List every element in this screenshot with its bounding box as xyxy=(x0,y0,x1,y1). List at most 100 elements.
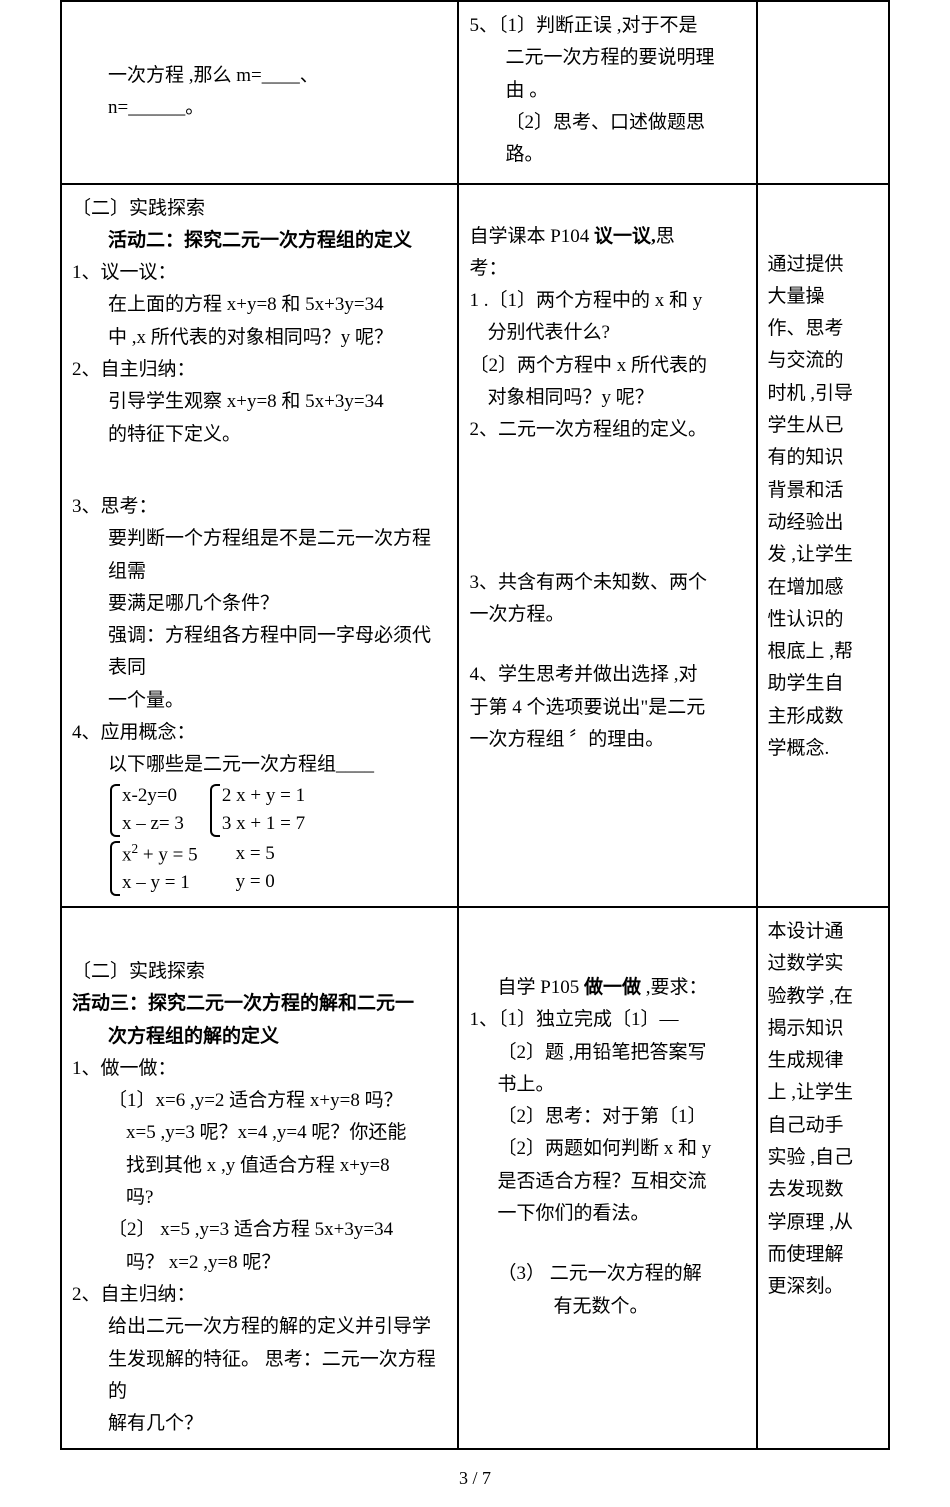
text: 吗？ x=2 ,y=8 呢？ xyxy=(72,1247,447,1279)
equation: x = 5 xyxy=(236,840,275,869)
text: 〔2〕两题如何判断 x 和 y xyxy=(469,1133,745,1165)
text: 分别代表什么? xyxy=(469,317,745,349)
cell-r2-mid: 自学课本 P104 议一议,思 考： 1 .〔1〕两个方程中的 x 和 y 分别… xyxy=(458,184,756,907)
text: 有无数个。 xyxy=(469,1291,745,1323)
text: 吗? xyxy=(72,1182,447,1214)
text: 一次方程组 〞的理由。 xyxy=(469,724,745,756)
cell-r3-mid: 自学 P105 做一做 ,要求： 1、〔1〕独立完成〔1〕— 〔2〕题 ,用铅笔… xyxy=(458,907,756,1449)
cell-r1-right xyxy=(757,1,889,184)
cell-r2-left: 〔二〕实践探索 活动二：探究二元一次方程组的定义 1、议一议： 在上面的方程 x… xyxy=(61,184,458,907)
text: 是否适合方程？互相交流 xyxy=(469,1166,745,1198)
text: 路。 xyxy=(469,139,745,171)
text: 大量操 xyxy=(768,281,878,313)
heading: 次方程组的解的定义 xyxy=(72,1021,447,1053)
text: 〔二〕实践探索 xyxy=(72,193,447,225)
text: 于第 4 个选项要说出"是二元 xyxy=(469,692,745,724)
text: 考： xyxy=(469,253,745,285)
text: 自学 P105 做一做 ,要求： xyxy=(469,972,745,1004)
text: 2、自主归纳： xyxy=(72,1279,447,1311)
text: 〔2〕思考：对于第〔1〕 xyxy=(469,1101,745,1133)
equation: x – y = 1 xyxy=(122,869,198,898)
text: 中 ,x 所代表的对象相同吗？y 呢？ xyxy=(72,322,447,354)
text: （3） 二元一次方程的解 xyxy=(469,1258,745,1290)
text: 给出二元一次方程的解的定义并引导学 xyxy=(72,1311,447,1343)
text: 一次方程 ,那么 m=____、 xyxy=(72,60,447,92)
equation: y = 0 xyxy=(236,868,275,897)
text: 自学课本 P104 议一议,思 xyxy=(469,221,745,253)
text: 生成规律 xyxy=(768,1045,878,1077)
equation: 2 x + y = 1 xyxy=(222,782,305,811)
text: 2、二元一次方程组的定义。 xyxy=(469,414,745,446)
equation-row: x-2y=0 x – z= 3 2 x + y = 1 3 x + 1 = 7 xyxy=(72,782,447,839)
text: 〔2〕 x=5 ,y=3 适合方程 5x+3y=34 xyxy=(72,1214,447,1246)
text: 而使理解 xyxy=(768,1239,878,1271)
equation-row: x2 + y = 5 x – y = 1 x = 5 y = 0 xyxy=(72,839,447,898)
text: 1、议一议： xyxy=(72,257,447,289)
text: 一下你们的看法。 xyxy=(469,1198,745,1230)
text: 1、做一做： xyxy=(72,1053,447,1085)
text: 〔1〕x=6 ,y=2 适合方程 x+y=8 吗？ xyxy=(72,1085,447,1117)
equation: 3 x + 1 = 7 xyxy=(222,810,305,839)
text: 要判断一个方程组是不是二元一次方程组需 xyxy=(72,523,447,588)
text: 验教学 ,在 xyxy=(768,981,878,1013)
text: 过数学实 xyxy=(768,948,878,980)
text: 更深刻。 xyxy=(768,1271,878,1303)
lesson-plan-table: 一次方程 ,那么 m=____、 n=______。 5、〔1〕判断正误 ,对于… xyxy=(60,0,890,1450)
text: 生发现解的特征。 思考：二元一次方程的 xyxy=(72,1344,447,1409)
text: 实验 ,自己 xyxy=(768,1142,878,1174)
text: 〔二〕实践探索 xyxy=(72,956,447,988)
text: 动经验出 xyxy=(768,507,878,539)
cell-r2-right: 通过提供 大量操 作、思考 与交流的 时机 ,引导 学生从已 有的知识 背景和活… xyxy=(757,184,889,907)
text: 助学生自 xyxy=(768,668,878,700)
text: 要满足哪几个条件？ xyxy=(72,588,447,620)
text: 自己动手 xyxy=(768,1110,878,1142)
text: 发 ,让学生 xyxy=(768,539,878,571)
text: 找到其他 x ,y 值适合方程 x+y=8 xyxy=(72,1150,447,1182)
text: 书上。 xyxy=(469,1069,745,1101)
equation: x – z= 3 xyxy=(122,810,184,839)
text: 以下哪些是二元一次方程组____ xyxy=(72,749,447,781)
text: 本设计通 xyxy=(768,916,878,948)
heading: 活动二：探究二元一次方程组的定义 xyxy=(72,225,447,257)
text: 〔2〕思考、口述做题思 xyxy=(469,107,745,139)
text: 4、应用概念： xyxy=(72,717,447,749)
equation: x-2y=0 xyxy=(122,782,184,811)
text: 主形成数 xyxy=(768,701,878,733)
text: 作、思考 xyxy=(768,313,878,345)
table-row: 〔二〕实践探索 活动三：探究二元一次方程的解和二元一 次方程组的解的定义 1、做… xyxy=(61,907,889,1449)
text: 对象相同吗？y 呢？ xyxy=(469,382,745,414)
text: 性认识的 xyxy=(768,604,878,636)
equation: x2 + y = 5 xyxy=(122,839,198,870)
table-row: 一次方程 ,那么 m=____、 n=______。 5、〔1〕判断正误 ,对于… xyxy=(61,1,889,184)
text: 〔2〕题 ,用铅笔把答案写 xyxy=(469,1037,745,1069)
text: 学原理 ,从 xyxy=(768,1207,878,1239)
text: 有的知识 xyxy=(768,442,878,474)
text: 引导学生观察 x+y=8 和 5x+3y=34 xyxy=(72,386,447,418)
cell-r3-left: 〔二〕实践探索 活动三：探究二元一次方程的解和二元一 次方程组的解的定义 1、做… xyxy=(61,907,458,1449)
page-number: 3 / 7 xyxy=(60,1450,890,1507)
cell-r3-right: 本设计通 过数学实 验教学 ,在 揭示知识 生成规律 上 ,让学生 自己动手 实… xyxy=(757,907,889,1449)
text: 一次方程。 xyxy=(469,599,745,631)
text: 3、思考： xyxy=(72,491,447,523)
text: 解有几个？ xyxy=(72,1408,447,1440)
text: 5、〔1〕判断正误 ,对于不是 xyxy=(469,10,745,42)
text: 3、共含有两个未知数、两个 xyxy=(469,567,745,599)
heading: 活动三：探究二元一次方程的解和二元一 xyxy=(72,988,447,1020)
text: x=5 ,y=3 呢？x=4 ,y=4 呢？你还能 xyxy=(72,1117,447,1149)
text: n=______。 xyxy=(72,92,447,124)
text: 学生从已 xyxy=(768,410,878,442)
text: 时机 ,引导 xyxy=(768,378,878,410)
text: 强调：方程组各方程中同一字母必须代表同 xyxy=(72,620,447,685)
text: 背景和活 xyxy=(768,475,878,507)
text: 4、学生思考并做出选择 ,对 xyxy=(469,659,745,691)
text: 二元一次方程的要说明理 xyxy=(469,42,745,74)
text: 1、〔1〕独立完成〔1〕— xyxy=(469,1004,745,1036)
text: 根底上 ,帮 xyxy=(768,636,878,668)
text: 去发现数 xyxy=(768,1174,878,1206)
text: 在增加感 xyxy=(768,572,878,604)
table-row: 〔二〕实践探索 活动二：探究二元一次方程组的定义 1、议一议： 在上面的方程 x… xyxy=(61,184,889,907)
text: 通过提供 xyxy=(768,249,878,281)
cell-r1-mid: 5、〔1〕判断正误 ,对于不是 二元一次方程的要说明理 由 。 〔2〕思考、口述… xyxy=(458,1,756,184)
text: 上 ,让学生 xyxy=(768,1077,878,1109)
text: 揭示知识 xyxy=(768,1013,878,1045)
